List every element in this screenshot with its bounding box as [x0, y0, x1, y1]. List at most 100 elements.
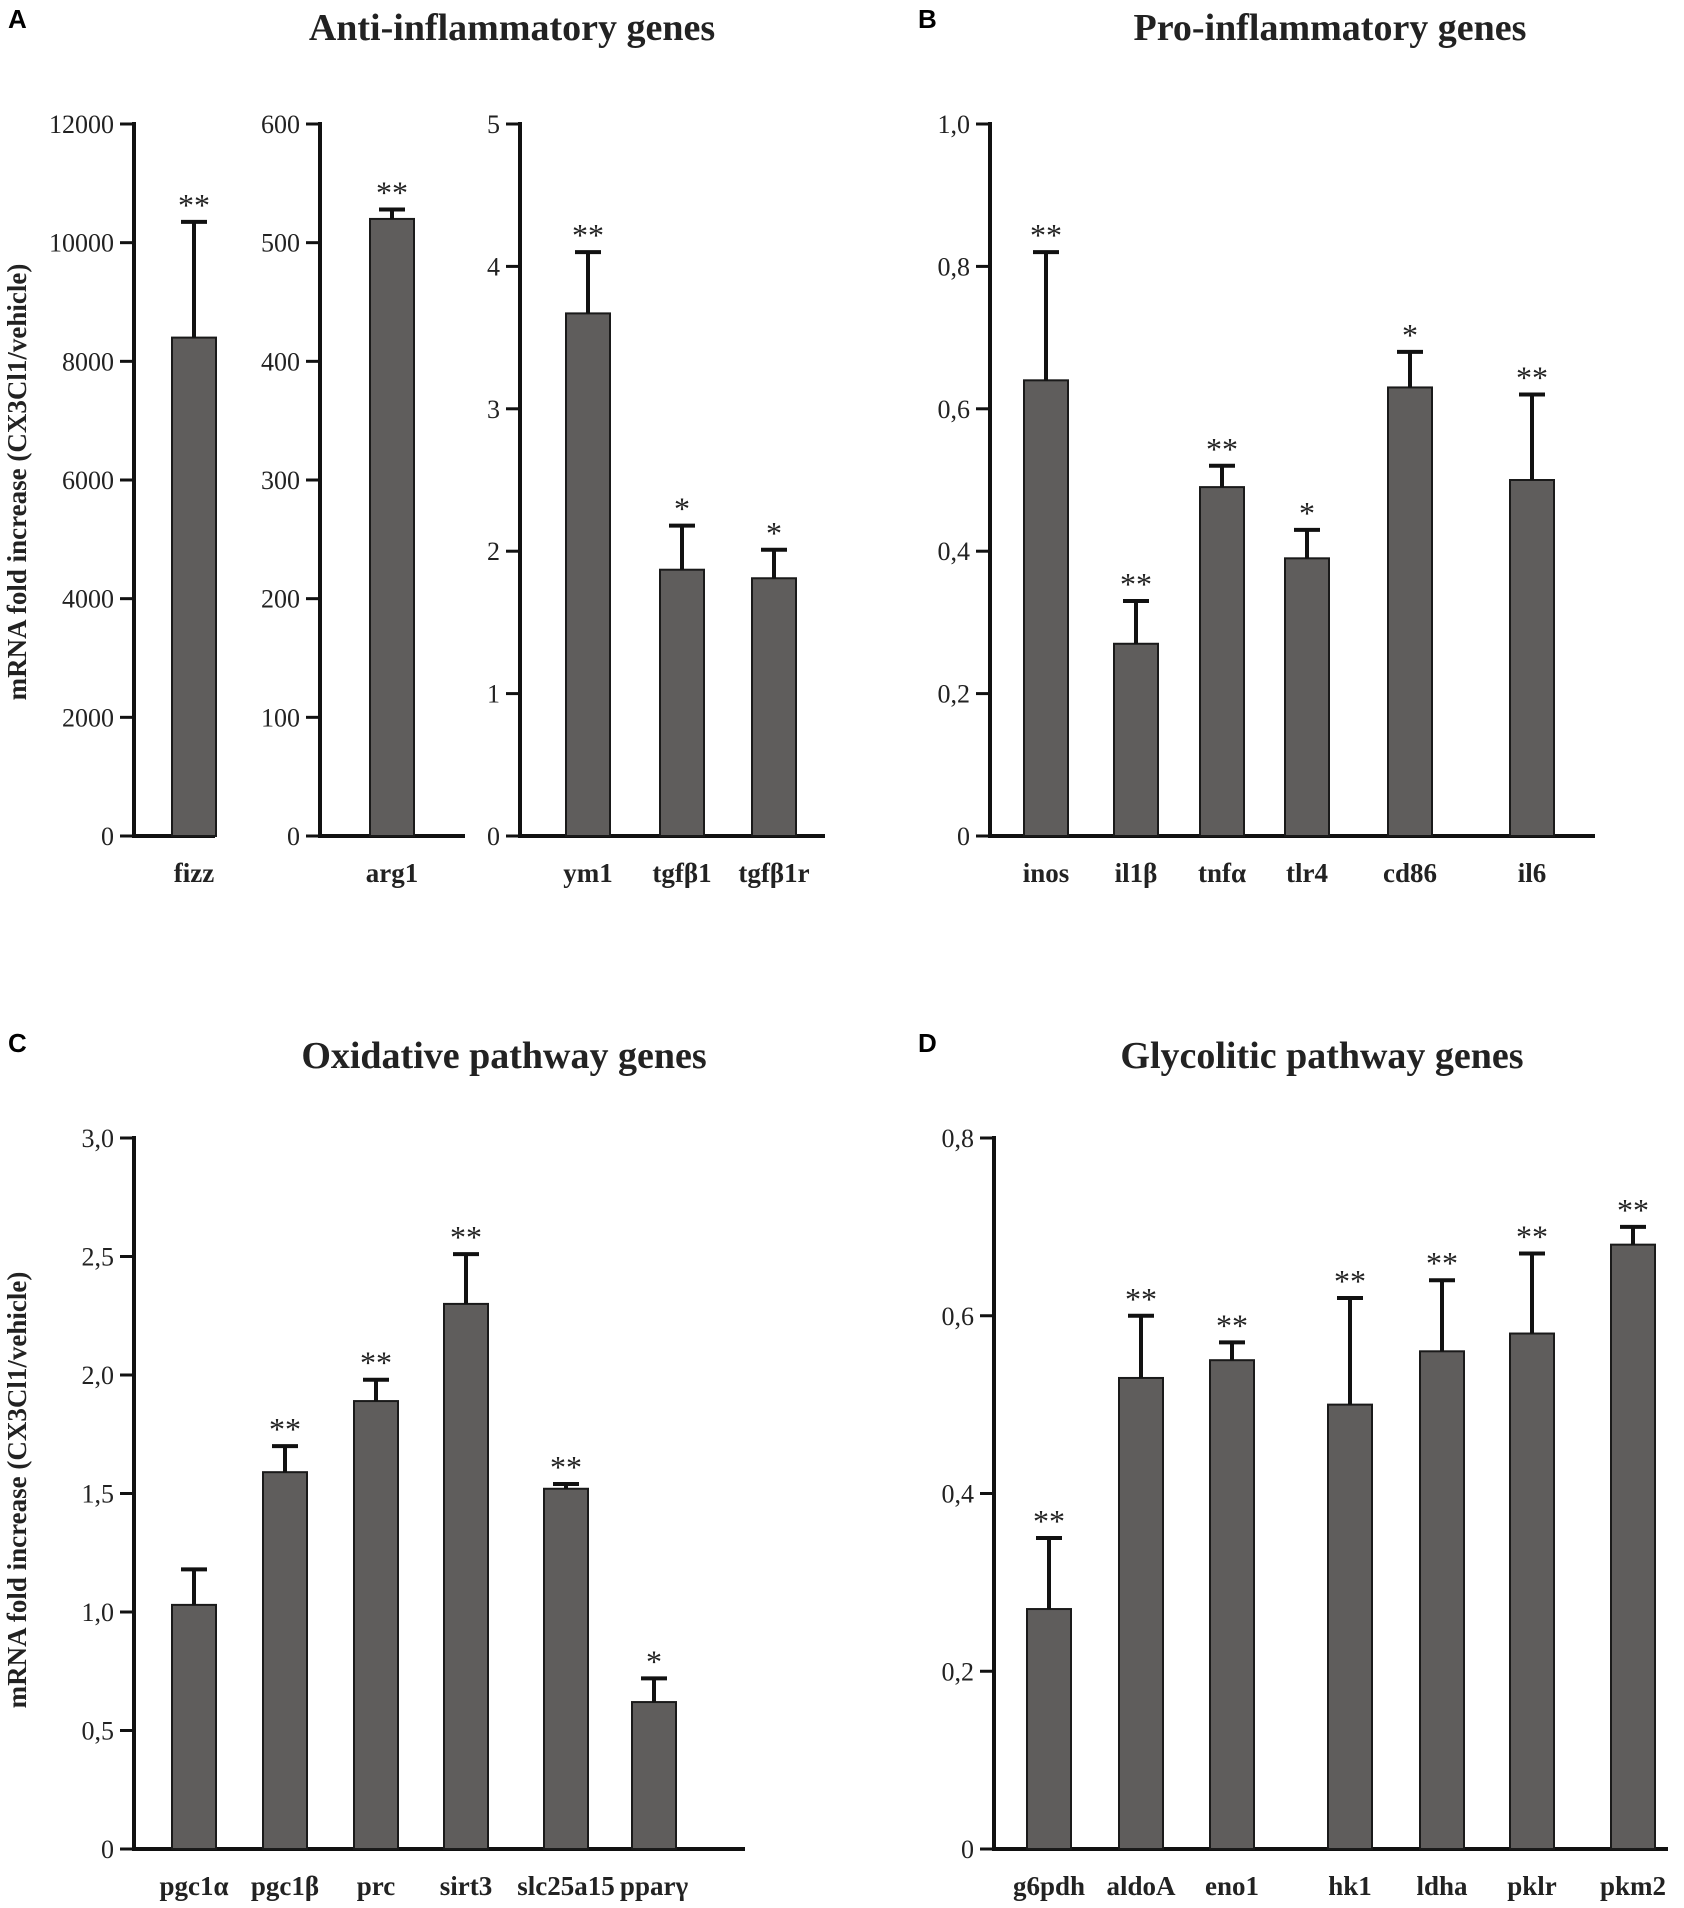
bar-B-5	[1509, 479, 1555, 837]
bar-D-1	[1118, 1376, 1164, 1851]
y-tick-label-B: 1,0	[938, 110, 971, 139]
panel-d-title: Glycolitic pathway genes	[1120, 1035, 1523, 1077]
significance-label-B-0: **	[1030, 217, 1062, 253]
y-tick-label-B: 0,6	[938, 395, 971, 424]
significance-label-A3-1: *	[674, 491, 690, 527]
y-tick-label-A3: 5	[487, 110, 500, 139]
y-tick-label-A1: 0	[101, 822, 114, 851]
category-label-B-4: cd86	[1383, 858, 1437, 888]
y-tick-label-A3: 1	[487, 680, 500, 709]
y-tick-label-D: 0	[961, 1835, 974, 1864]
category-label-C-4: slc25a15	[517, 1871, 615, 1901]
bar-C-2	[353, 1400, 399, 1850]
panel-a-letter: A	[8, 4, 27, 34]
y-tick-label-B: 0,4	[938, 537, 971, 566]
category-label-A1-0: fizz	[174, 858, 214, 888]
bar-B-2	[1199, 486, 1245, 837]
bar-C-1	[262, 1471, 308, 1851]
bar-B-0	[1023, 379, 1069, 837]
significance-label-D-6: **	[1617, 1192, 1649, 1228]
category-label-B-2: tnfα	[1198, 858, 1246, 888]
significance-label-A3-0: **	[572, 217, 604, 253]
y-tick-label-A2: 100	[261, 703, 300, 732]
y-tick-label-A3: 3	[487, 395, 500, 424]
y-tick-label-D: 0,4	[942, 1480, 975, 1509]
y-tick-label-A3: 4	[487, 252, 500, 281]
significance-label-A1-0: **	[178, 187, 210, 223]
category-label-B-0: inos	[1023, 858, 1070, 888]
significance-label-D-4: **	[1426, 1245, 1458, 1281]
y-tick-label-A1: 8000	[62, 347, 114, 376]
y-tick-label-B: 0,8	[938, 252, 971, 281]
y-tick-label-C: 2,0	[82, 1361, 115, 1390]
bar-C-0	[171, 1603, 217, 1851]
panel-d-letter: D	[918, 1028, 937, 1058]
significance-label-B-1: **	[1120, 566, 1152, 602]
category-label-D-5: pklr	[1507, 1871, 1557, 1901]
significance-label-B-3: *	[1299, 495, 1315, 531]
significance-label-B-5: **	[1516, 360, 1548, 396]
category-label-D-6: pkm2	[1600, 1871, 1666, 1901]
y-tick-label-A3: 0	[487, 822, 500, 851]
bar-C-3	[443, 1302, 489, 1850]
y-tick-label-A3: 2	[487, 537, 500, 566]
category-label-D-0: g6pdh	[1013, 1871, 1085, 1901]
bar-D-4	[1419, 1350, 1465, 1851]
category-label-A3-2: tgfβ1r	[738, 858, 809, 888]
y-tick-label-A2: 0	[287, 822, 300, 851]
panel-b-letter: B	[918, 4, 937, 34]
bar-D-6	[1610, 1243, 1656, 1850]
significance-label-C-1: **	[269, 1411, 301, 1447]
bar-D-3	[1327, 1403, 1373, 1850]
y-tick-label-D: 0,8	[942, 1124, 975, 1153]
category-label-C-5: pparγ	[620, 1871, 689, 1901]
category-label-D-4: ldha	[1416, 1871, 1468, 1901]
significance-label-C-4: **	[550, 1449, 582, 1485]
category-label-D-3: hk1	[1328, 1871, 1372, 1901]
category-label-A3-0: ym1	[563, 858, 613, 888]
bar-B-3	[1284, 557, 1330, 837]
y-tick-label-B: 0	[957, 822, 970, 851]
category-label-B-5: il6	[1518, 858, 1547, 888]
category-label-C-2: prc	[357, 1871, 396, 1901]
significance-label-D-2: **	[1216, 1307, 1248, 1343]
bar-C-4	[543, 1487, 589, 1850]
y-tick-label-A2: 400	[261, 347, 300, 376]
y-tick-label-C: 2,5	[82, 1243, 115, 1272]
category-label-D-2: eno1	[1205, 1871, 1259, 1901]
y-tick-label-D: 0,6	[942, 1302, 975, 1331]
category-label-D-1: aldoA	[1106, 1871, 1176, 1901]
bar-B-1	[1113, 642, 1159, 838]
bar-D-0	[1026, 1608, 1072, 1850]
significance-label-C-3: **	[450, 1219, 482, 1255]
significance-label-B-4: *	[1402, 317, 1418, 353]
y-tick-label-C: 0	[101, 1835, 114, 1864]
bar-A3-0	[565, 312, 611, 837]
significance-label-A2-0: **	[376, 174, 408, 210]
category-label-A3-1: tgfβ1	[652, 858, 711, 888]
y-tick-label-C: 0,5	[82, 1717, 115, 1746]
significance-label-D-3: **	[1334, 1263, 1366, 1299]
category-label-B-1: il1β	[1115, 858, 1158, 888]
y-tick-label-C: 1,5	[82, 1480, 115, 1509]
bar-A1-0	[171, 336, 217, 837]
significance-label-A3-2: *	[766, 515, 782, 551]
significance-label-D-5: **	[1516, 1219, 1548, 1255]
category-label-C-1: pgc1β	[251, 1871, 319, 1901]
bar-A3-2	[751, 577, 797, 837]
bar-D-5	[1509, 1332, 1555, 1850]
panel-c-letter: C	[8, 1028, 27, 1058]
y-tick-label-C: 3,0	[82, 1124, 115, 1153]
panel-a-title: Anti-inflammatory genes	[309, 7, 715, 49]
bar-A3-1	[659, 568, 705, 837]
y-tick-label-A1: 4000	[62, 585, 114, 614]
significance-label-D-0: **	[1033, 1503, 1065, 1539]
significance-label-C-2: **	[360, 1345, 392, 1381]
y-axis-title-bottom: mRNA fold increase (CX3Cl1/vehicle)	[2, 1272, 32, 1709]
bar-A2-0	[369, 217, 415, 837]
y-tick-label-C: 1,0	[82, 1598, 115, 1627]
y-axis-title-top: mRNA fold increase (CX3Cl1/vehicle)	[2, 264, 32, 701]
y-tick-label-A2: 600	[261, 110, 300, 139]
y-tick-label-A2: 300	[261, 466, 300, 495]
